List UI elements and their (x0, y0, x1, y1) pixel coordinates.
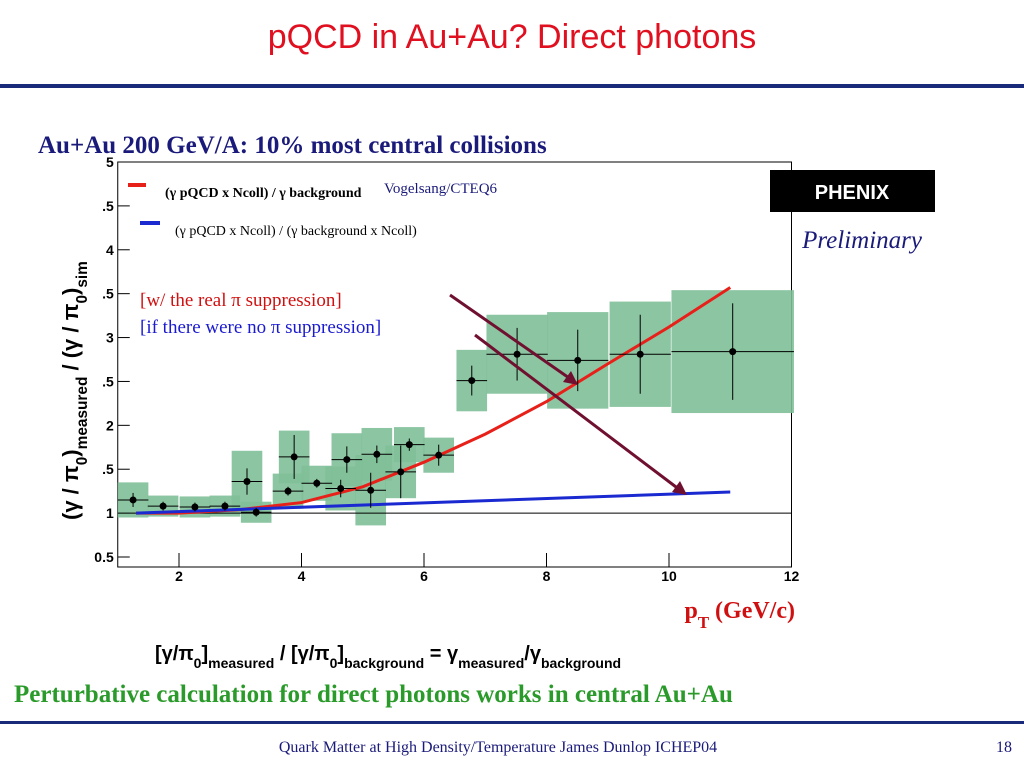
data-point (284, 487, 292, 495)
subtitle: Au+Au 200 GeV/A: 10% most central collis… (38, 132, 547, 159)
data-point (574, 356, 582, 364)
text-part: T (698, 613, 709, 632)
data-point (513, 350, 521, 358)
text-part: (γ / π (58, 465, 83, 520)
text-part: p (684, 598, 697, 624)
y-tick-label: .5 (102, 461, 114, 477)
legend-label: (γ pQCD x Ncoll) / γ background (165, 186, 362, 201)
text-part: / [γ/π (274, 643, 329, 665)
legend-label: (γ pQCD x Ncoll) / (γ background x Ncoll… (175, 224, 417, 239)
preliminary: Preliminary (801, 227, 923, 254)
data-point (373, 450, 381, 458)
text-part: = γ (424, 643, 459, 665)
data-point (313, 479, 321, 487)
data-point (221, 502, 229, 510)
page-number: 18 (996, 739, 1012, 756)
data-point (468, 377, 476, 385)
data-point (252, 508, 260, 516)
data-point (435, 451, 443, 459)
text-part: /γ (524, 643, 542, 665)
y-tick-label: 0.5 (94, 549, 114, 565)
data-point (337, 485, 345, 493)
data-point (729, 348, 737, 356)
data-point (343, 456, 351, 464)
x-axis-label: pT (GeV/c) (684, 598, 795, 632)
text-part: ] (337, 643, 344, 665)
x-tick-label: 12 (784, 568, 800, 584)
data-point (159, 502, 167, 510)
text-part: ) (58, 449, 83, 456)
text-part: 0 (194, 655, 202, 671)
arrow (474, 333, 681, 492)
y-axis-label: (γ / π0)measured / (γ / π0)sim (58, 261, 91, 520)
y-tick-label: 5 (106, 154, 114, 170)
text-part: background (541, 655, 621, 671)
data-point (405, 441, 413, 449)
y-tick-label: 1 (106, 505, 114, 521)
text-part: measured (208, 655, 274, 671)
y-tick-label: .5 (102, 373, 114, 389)
chart: 0.51.52.53.54.552 4 6 8 10 12(γ / π0)measured… (58, 154, 799, 632)
y-tick-label: .5 (102, 198, 114, 214)
text-part: sim (74, 261, 91, 288)
data-point (290, 453, 298, 461)
x-tick-label: 6 (420, 568, 428, 584)
source-label: Vogelsang/CTEQ6 (384, 181, 498, 197)
text-part: ) (58, 288, 83, 295)
footer: Quark Matter at High Density/Temperature… (279, 739, 717, 756)
arrow-head (672, 481, 687, 495)
conclusion: Perturbative calculation for direct phot… (14, 681, 733, 708)
data-point (636, 350, 644, 358)
arrow-head (563, 371, 578, 385)
annotation: [if there were no π suppression] (140, 317, 381, 338)
x-tick-label: 8 (543, 568, 551, 584)
data-point (397, 468, 405, 476)
slide-title: pQCD in Au+Au? Direct photons (268, 18, 757, 56)
data-point (191, 503, 199, 511)
data-point (129, 496, 137, 504)
y-tick-label: 4 (106, 242, 114, 258)
logo: PHENIX (815, 182, 890, 204)
y-tick-label: .5 (102, 286, 114, 302)
text-part: measured (74, 377, 91, 450)
x-tick-label: 10 (661, 568, 677, 584)
text-part: measured (458, 655, 524, 671)
y-tick-label: 3 (106, 330, 114, 346)
text-part: 0 (74, 457, 91, 466)
text-part: [γ/π (155, 643, 194, 665)
footer-rule (0, 721, 1024, 724)
y-tick-label: 2 (106, 417, 114, 433)
text-part: 0 (74, 295, 91, 304)
text-part: / (γ / π (58, 303, 83, 376)
text-part: 0 (330, 655, 338, 671)
logo-box (770, 170, 935, 212)
title-rule (0, 84, 1024, 88)
text-part: background (344, 655, 424, 671)
data-point (367, 486, 375, 494)
arrow (449, 293, 573, 382)
annotation: [w/ the real π suppression] (140, 290, 342, 311)
formula: [γ/π0]measured / [γ/π0]background = γmea… (155, 643, 621, 671)
text-part: (GeV/c) (709, 598, 795, 624)
data-point (243, 478, 251, 486)
x-tick-label: 4 (298, 568, 306, 584)
curve (136, 490, 731, 515)
text-part: ] (201, 643, 208, 665)
x-tick-label: 2 (175, 568, 183, 584)
